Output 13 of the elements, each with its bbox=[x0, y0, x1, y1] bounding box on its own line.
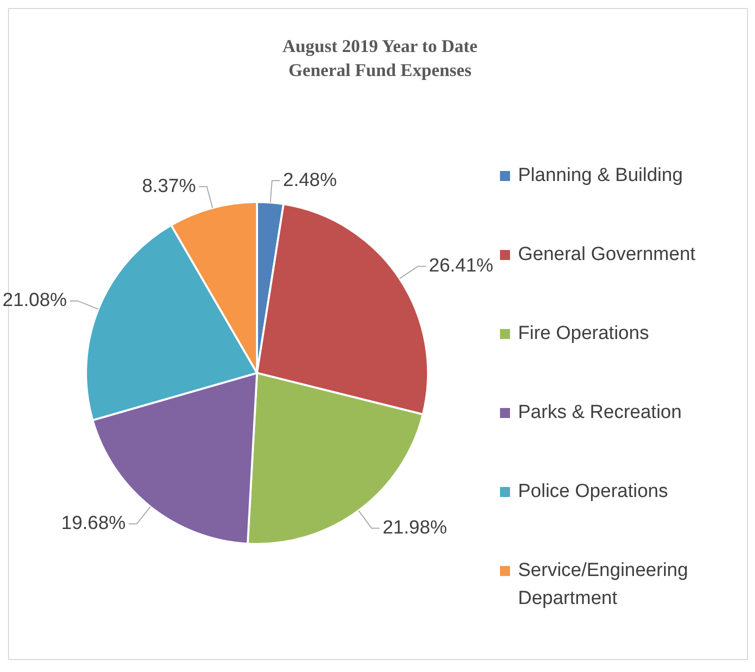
data-label: 19.68% bbox=[61, 513, 126, 534]
legend-label: Service/Engineering Department bbox=[518, 559, 690, 611]
legend-label: General Government bbox=[518, 243, 696, 267]
legend-label: Planning & Building bbox=[518, 164, 683, 188]
chart-title: August 2019 Year to Date General Fund Expenses bbox=[282, 35, 478, 82]
legend-label: Police Operations bbox=[518, 480, 668, 504]
legend-label: Fire Operations bbox=[518, 322, 649, 346]
data-label: 2.48% bbox=[283, 170, 337, 191]
legend-label: Parks & Recreation bbox=[518, 401, 682, 425]
data-label: 26.41% bbox=[428, 256, 494, 277]
data-label: 21.98% bbox=[382, 518, 448, 539]
data-label: 21.08% bbox=[2, 290, 68, 312]
data-label: 8.37% bbox=[142, 176, 196, 197]
